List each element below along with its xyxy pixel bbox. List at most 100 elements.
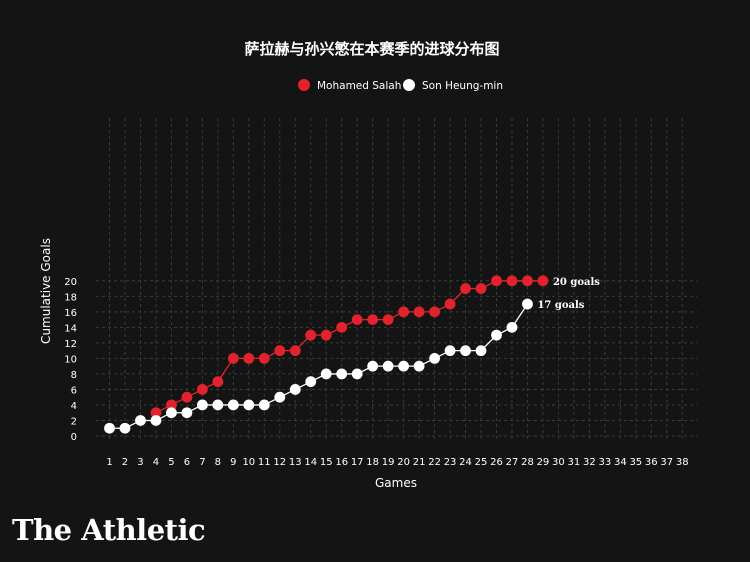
data-point [227, 353, 239, 364]
data-point [243, 399, 255, 411]
y-tick-label: 16 [64, 308, 77, 319]
data-point [382, 360, 394, 372]
x-tick-label: 6 [184, 457, 190, 468]
grid [96, 118, 697, 440]
x-tick-label: 33 [598, 457, 611, 468]
data-point [150, 415, 162, 426]
x-tick-label: 24 [459, 457, 472, 468]
data-point [382, 314, 394, 325]
data-point [336, 321, 348, 333]
data-point [212, 399, 224, 411]
x-tick-label: 37 [660, 457, 673, 468]
x-tick-label: 5 [168, 457, 174, 468]
y-tick-label: 14 [64, 323, 77, 334]
data-point [351, 368, 363, 380]
data-point [150, 407, 162, 419]
x-tick-label: 8 [215, 457, 221, 468]
y-axis-ticks: 0 2 4 6 8 10 12 14 16 18 20 [64, 277, 77, 443]
series-mohamed-salah: 20 goals [150, 275, 600, 419]
y-axis-label: Cumulative Goals [39, 238, 53, 344]
data-point [460, 345, 471, 357]
legend-label: Son Heung-min [422, 80, 503, 92]
x-tick-label: 20 [397, 457, 410, 468]
data-point [444, 298, 456, 310]
x-axis-ticks: 1 2 3 4 5 6 7 8 9 10 11 12 13 14 15 16 17 18 19 20 21 22 23 24 2… [106, 457, 688, 468]
x-tick-label: 7 [199, 457, 205, 468]
x-tick-label: 10 [242, 457, 255, 468]
data-point [227, 399, 239, 411]
data-point [289, 384, 301, 395]
y-tick-label: 10 [64, 354, 77, 365]
x-tick-label: 34 [614, 457, 627, 468]
data-point [305, 376, 317, 388]
data-point [444, 345, 456, 357]
data-point [243, 353, 255, 364]
data-point [104, 422, 115, 434]
data-point [305, 329, 317, 341]
the-athletic-logo: The Athletic [12, 513, 206, 547]
data-point [429, 306, 440, 318]
chart-title: 萨拉赫与孙兴慜在本赛季的进球分布图 [244, 40, 499, 58]
data-point [258, 399, 270, 411]
data-point [320, 368, 332, 380]
x-tick-label: 21 [413, 457, 426, 468]
x-tick-label: 23 [444, 457, 457, 468]
y-tick-label: 20 [64, 277, 77, 288]
x-tick-label: 2 [122, 457, 128, 468]
y-tick-label: 8 [71, 370, 77, 381]
x-tick-label: 36 [645, 457, 658, 468]
x-tick-label: 38 [676, 457, 689, 468]
x-tick-label: 29 [537, 457, 550, 468]
x-tick-label: 11 [258, 457, 271, 468]
y-tick-label: 0 [71, 432, 77, 443]
x-tick-label: 32 [583, 457, 596, 468]
x-tick-label: 19 [382, 457, 395, 468]
data-point [522, 275, 533, 287]
x-tick-label: 28 [521, 457, 534, 468]
data-point [413, 360, 425, 372]
data-point [398, 306, 410, 318]
data-point [320, 329, 332, 341]
data-point [336, 368, 348, 380]
x-tick-label: 31 [568, 457, 581, 468]
data-point [166, 399, 177, 411]
x-tick-label: 13 [289, 457, 302, 468]
data-point [475, 283, 487, 294]
data-point [135, 415, 146, 426]
x-tick-label: 14 [304, 457, 317, 468]
y-tick-label: 6 [71, 385, 77, 396]
x-tick-label: 4 [153, 457, 159, 468]
data-point [196, 384, 208, 395]
series-line [109, 303, 529, 429]
data-point [475, 345, 487, 357]
x-tick-label: 26 [490, 457, 503, 468]
x-tick-label: 35 [629, 457, 642, 468]
data-point [491, 275, 502, 287]
x-axis-label: Games [375, 476, 417, 490]
data-point [491, 329, 502, 341]
y-tick-label: 12 [64, 339, 77, 350]
data-point [367, 360, 379, 372]
x-tick-label: 12 [273, 457, 286, 468]
y-tick-label: 2 [71, 416, 77, 427]
y-tick-label: 4 [71, 401, 77, 412]
x-tick-label: 18 [366, 457, 379, 468]
data-point [413, 306, 425, 318]
x-tick-label: 30 [552, 457, 565, 468]
data-point [258, 353, 270, 364]
legend-marker [298, 79, 310, 91]
series-layer: 20 goals 17 goals [104, 275, 600, 434]
legend-label: Mohamed Salah [317, 80, 401, 92]
data-point [274, 391, 286, 403]
data-point [274, 345, 286, 357]
y-tick-label: 18 [64, 292, 77, 303]
data-point [460, 283, 471, 294]
data-point [166, 407, 177, 419]
data-point [398, 360, 410, 372]
data-point [289, 345, 301, 357]
data-point [212, 376, 224, 388]
x-tick-label: 25 [475, 457, 488, 468]
x-tick-label: 9 [230, 457, 236, 468]
